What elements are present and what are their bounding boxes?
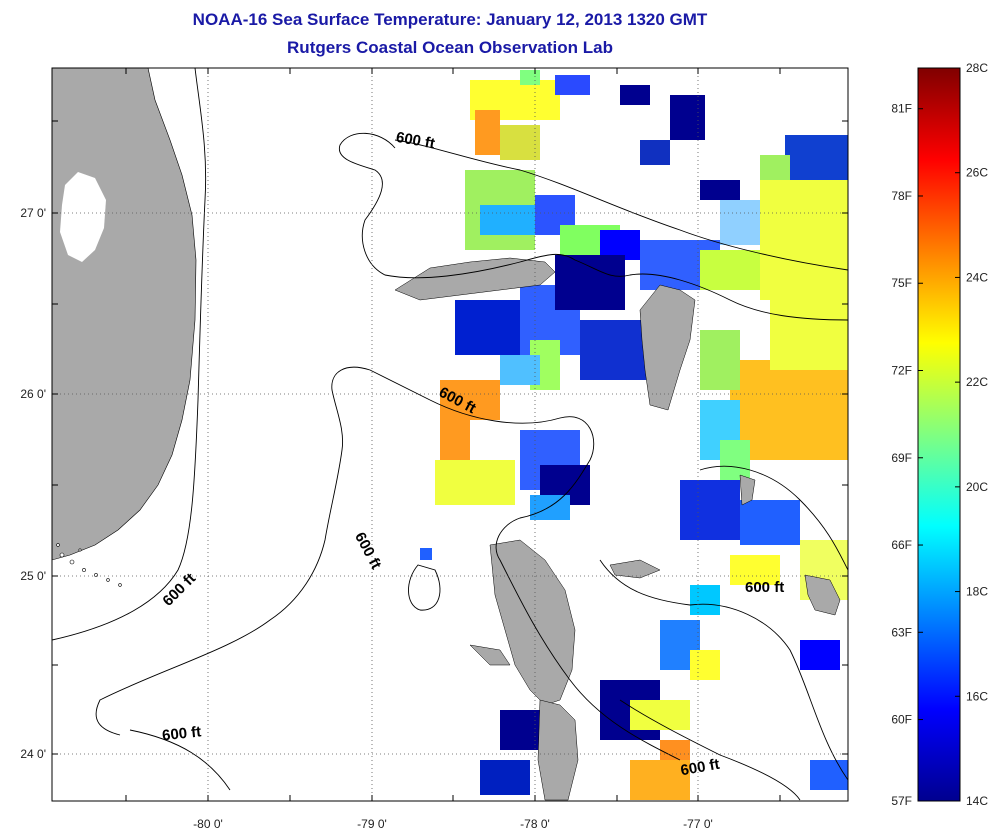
colorbar-label-celsius: 14C (966, 794, 988, 808)
colorbar-label-fahrenheit: 81F (891, 102, 912, 116)
colorbar-ticks (918, 67, 960, 802)
colorbar-label-fahrenheit: 75F (891, 276, 912, 290)
florida-keys (56, 543, 122, 587)
colorbar-label-celsius: 20C (966, 480, 988, 494)
florida-land (52, 68, 197, 561)
y-tick-label: 25 0' (20, 569, 46, 583)
sst-patches (420, 70, 848, 800)
colorbar-label-celsius: 22C (966, 375, 988, 389)
colorbar-label-fahrenheit: 72F (891, 364, 912, 378)
colorbar-label-fahrenheit: 63F (891, 625, 912, 639)
x-tick-label: -78 0' (520, 817, 550, 831)
colorbar-label-fahrenheit: 57F (891, 794, 912, 808)
colorbar-labels: 28C 26C 24C 22C 20C 18C 16C 14C 81F 78F 75F 72F 69F 6… (891, 61, 988, 808)
colorbar-label-celsius: 24C (966, 270, 988, 284)
y-tick-label: 27 0' (20, 206, 46, 220)
colorbar-label-celsius: 28C (966, 61, 988, 75)
contour-label: 600 ft (159, 570, 199, 610)
x-tick-label: -77 0' (683, 817, 713, 831)
colorbar (917, 67, 961, 802)
plot-frame (51, 67, 849, 802)
colorbar-label-fahrenheit: 66F (891, 538, 912, 552)
x-tick-label: -79 0' (357, 817, 387, 831)
x-tick-label: -80 0' (193, 817, 223, 831)
lake-okeechobee (60, 172, 106, 262)
graticule (52, 68, 848, 801)
colorbar-label-celsius: 18C (966, 585, 988, 599)
axis-ticks (52, 68, 848, 801)
colorbar-label-fahrenheit: 69F (891, 451, 912, 465)
colorbar-label-fahrenheit: 78F (891, 189, 912, 203)
map-title: NOAA-16 Sea Surface Temperature: January… (192, 10, 708, 29)
contour-label: 600 ft (745, 579, 784, 596)
map-subtitle: Rutgers Coastal Ocean Observation Lab (287, 38, 613, 57)
y-tick-label: 26 0' (20, 387, 46, 401)
contour-label: 600 ft (351, 529, 384, 572)
colorbar-label-celsius: 16C (966, 689, 988, 703)
y-tick-label: 24 0' (20, 747, 46, 761)
contour-label: 600 ft (395, 129, 437, 153)
contour-label: 600 ft (161, 723, 202, 744)
contour-label: 600 ft (679, 756, 721, 780)
colorbar-label-celsius: 26C (966, 166, 988, 180)
depth-contours (52, 68, 848, 801)
colorbar-label-fahrenheit: 60F (891, 713, 912, 727)
